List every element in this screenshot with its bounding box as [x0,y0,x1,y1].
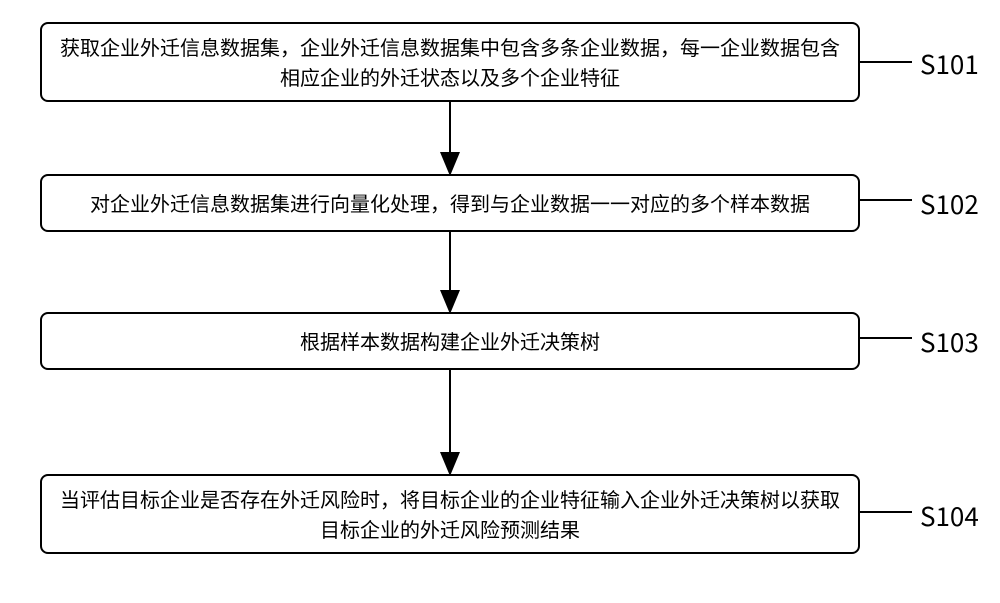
step-label-s103: S103 [920,323,979,360]
flow-node-s103: 根据样本数据构建企业外迁决策树 [40,312,860,370]
step-label-s104: S104 [920,497,979,534]
flow-node-text: 获取企业外迁信息数据集，企业外迁信息数据集中包含多条企业数据，每一企业数据包含相… [56,32,844,92]
flow-node-text: 根据样本数据构建企业外迁决策树 [300,326,600,356]
flow-node-s102: 对企业外迁信息数据集进行向量化处理，得到与企业数据一一对应的多个样本数据 [40,174,860,232]
flow-node-text: 对企业外迁信息数据集进行向量化处理，得到与企业数据一一对应的多个样本数据 [90,188,810,218]
flow-node-text: 当评估目标企业是否存在外迁风险时，将目标企业的企业特征输入企业外迁决策树以获取目… [56,484,844,544]
step-label-s101: S101 [920,45,979,82]
flow-node-s101: 获取企业外迁信息数据集，企业外迁信息数据集中包含多条企业数据，每一企业数据包含相… [40,22,860,102]
flowchart-canvas: 获取企业外迁信息数据集，企业外迁信息数据集中包含多条企业数据，每一企业数据包含相… [0,0,1000,603]
flow-node-s104: 当评估目标企业是否存在外迁风险时，将目标企业的企业特征输入企业外迁决策树以获取目… [40,474,860,554]
step-label-s102: S102 [920,185,979,222]
